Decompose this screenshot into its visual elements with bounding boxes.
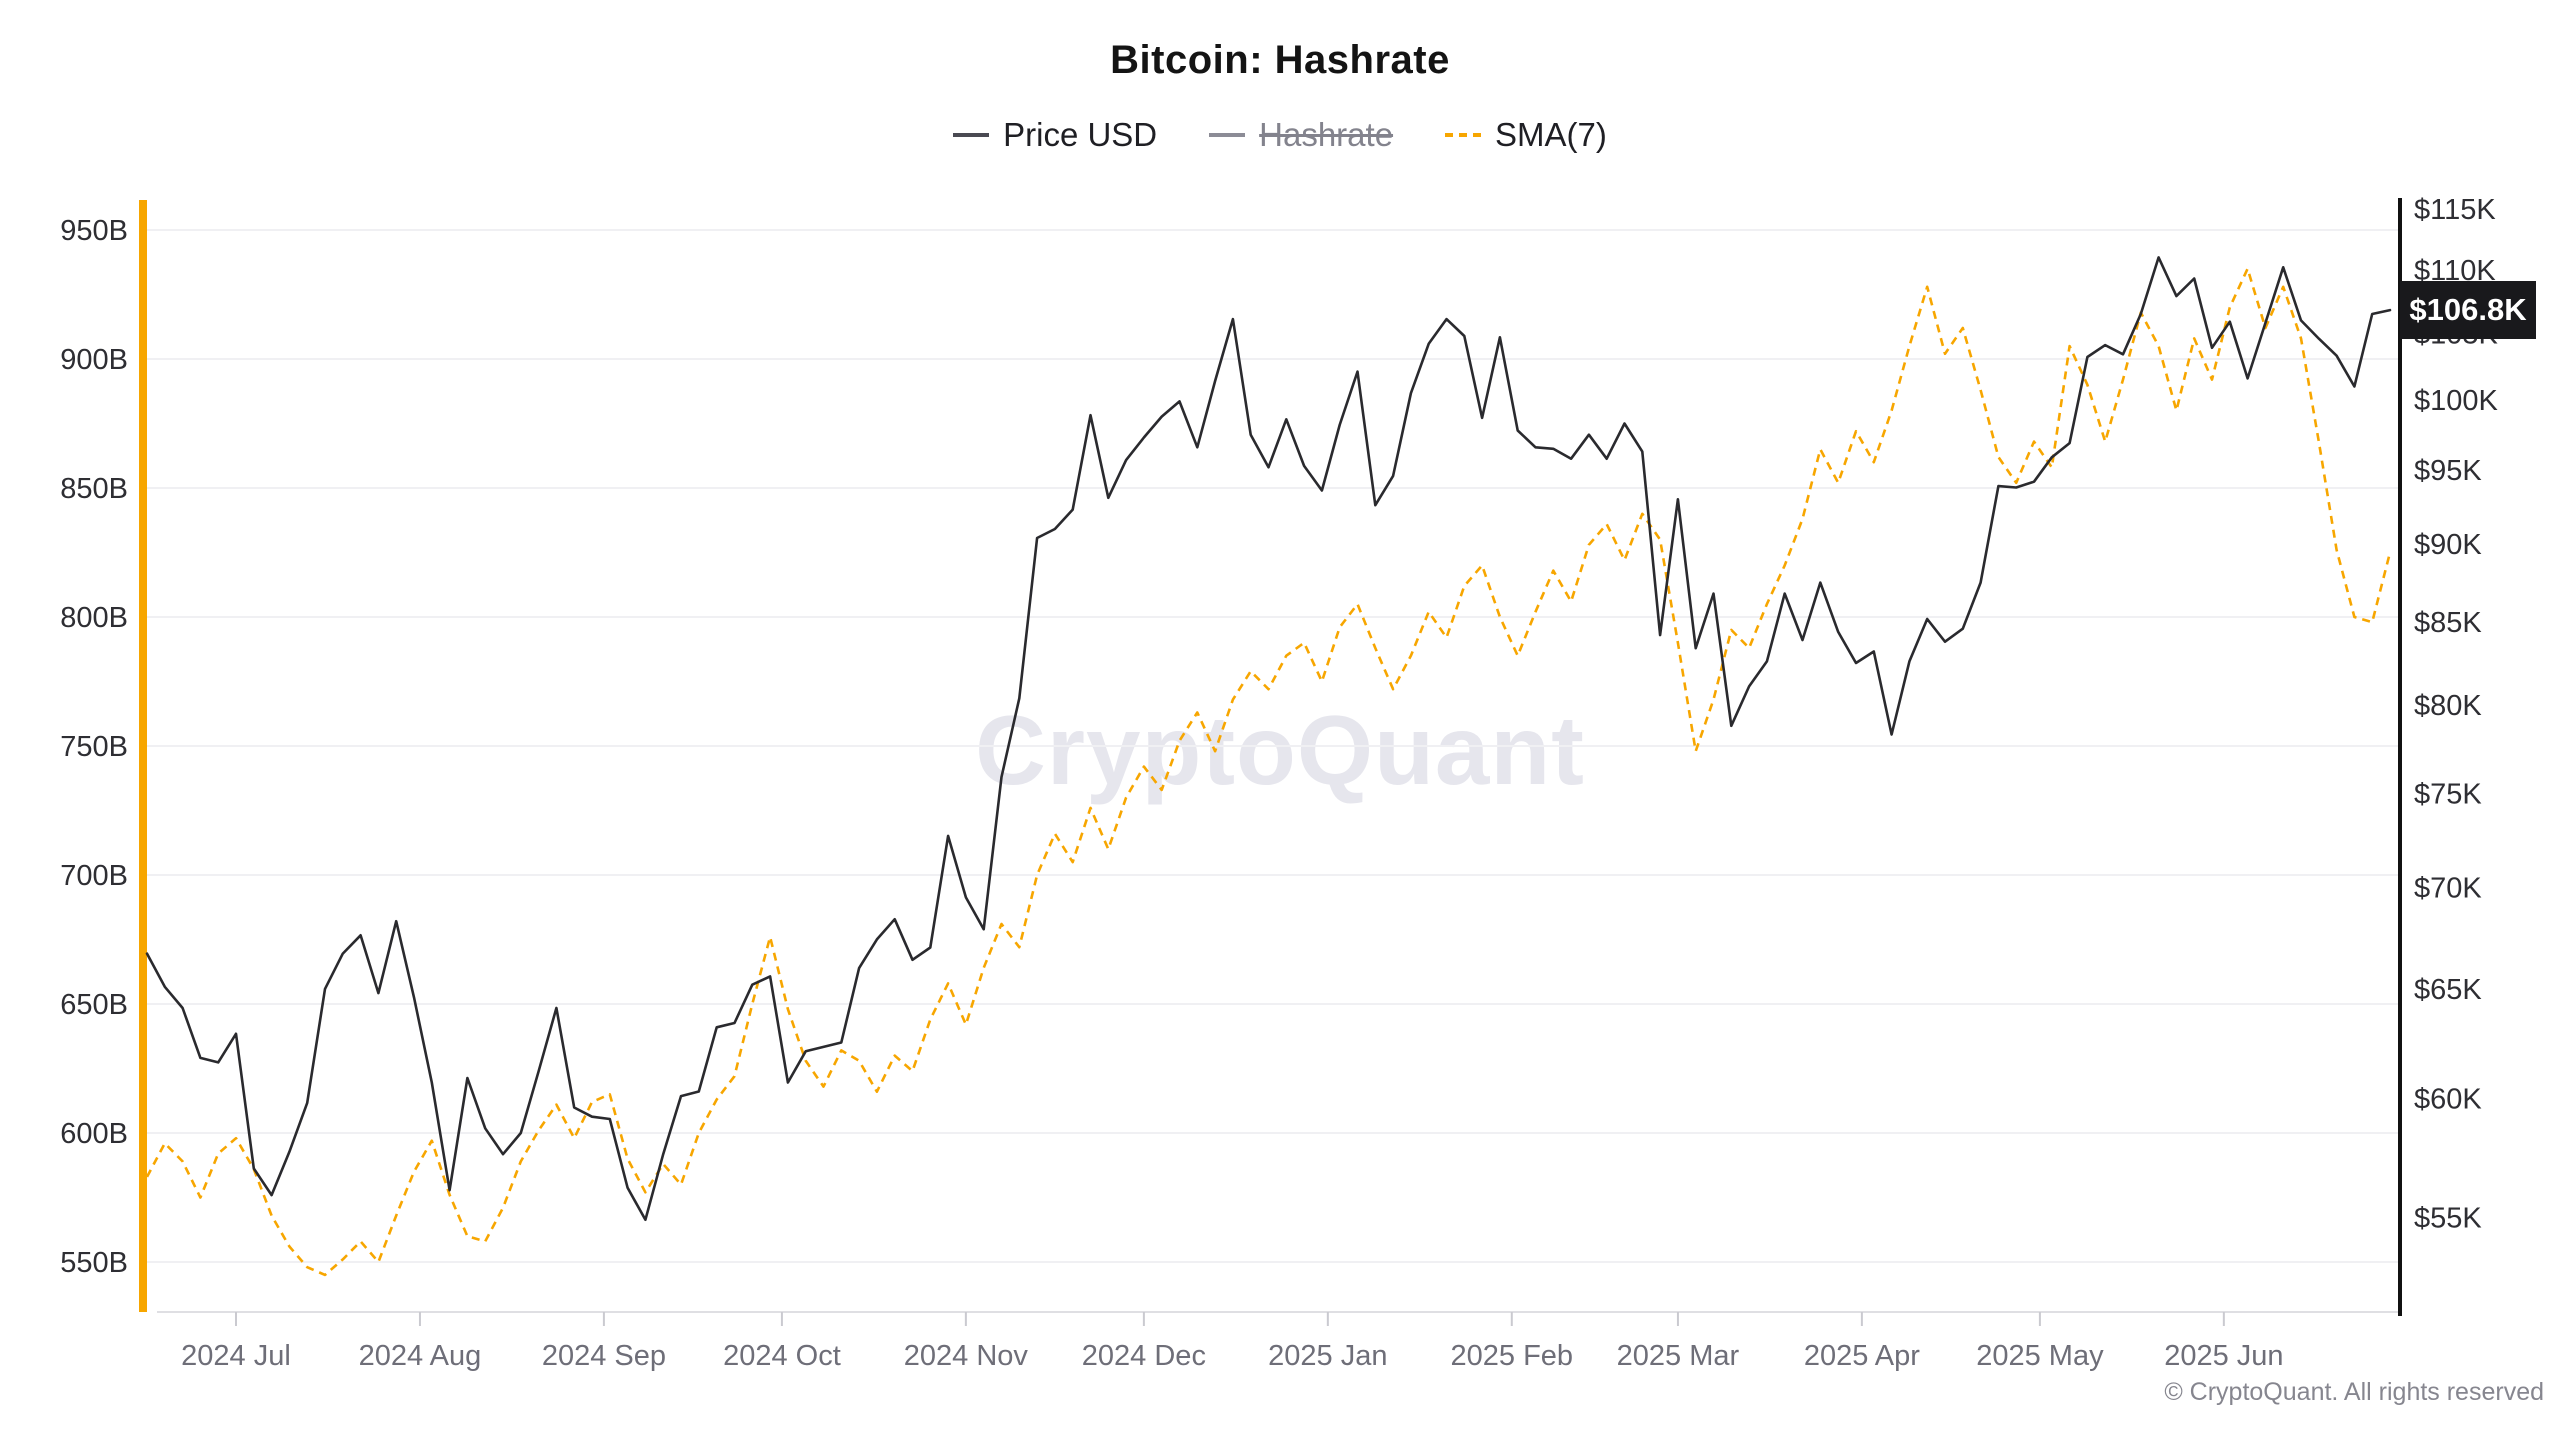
y-axis-right-tick-label: $85K <box>2414 607 2482 639</box>
page-title: Bitcoin: Hashrate <box>1110 38 1450 82</box>
y-axis-right-tick-label: $55K <box>2414 1202 2482 1234</box>
chart-legend: Price USD Hashrate SMA(7) <box>0 116 2560 154</box>
legend-item-price-usd[interactable]: Price USD <box>953 116 1157 154</box>
y-axis-left-tick-label: 850B <box>60 473 128 505</box>
legend-label-sma7: SMA(7) <box>1495 116 1607 153</box>
x-axis-tick-label: 2024 Oct <box>723 1340 841 1372</box>
x-axis-tick-label: 2024 Nov <box>904 1340 1029 1372</box>
y-axis-right-tick-label: $90K <box>2414 529 2482 561</box>
y-axis-left-tick-label: 950B <box>60 215 128 247</box>
left-axis-accent-bar <box>139 200 147 1312</box>
y-axis-left-tick-label: 600B <box>60 1118 128 1150</box>
y-axis-right-tick-label: $60K <box>2414 1083 2482 1115</box>
legend-item-sma7[interactable]: SMA(7) <box>1445 116 1607 154</box>
legend-label-hashrate: Hashrate <box>1259 116 1394 153</box>
plot-area[interactable] <box>147 200 2398 1312</box>
y-axis-left-tick-label: 700B <box>60 860 128 892</box>
last-price-badge: $106.8K <box>2400 281 2536 339</box>
price-line-swatch-icon <box>953 133 990 137</box>
sma7-line-series <box>145 267 2392 1277</box>
y-axis-right-tick-label: $95K <box>2414 455 2482 487</box>
legend-label-price-usd: Price USD <box>1003 116 1158 153</box>
y-axis-left-tick-label: 900B <box>60 344 128 376</box>
y-axis-left-tick-label: 800B <box>60 602 128 634</box>
sma-line-swatch-icon <box>1445 133 1482 137</box>
y-axis-right-tick-label: $115K <box>2414 194 2496 226</box>
hashrate-line-swatch-icon <box>1209 133 1246 137</box>
right-axis-line <box>2398 198 2402 1316</box>
price-usd-line-series <box>145 256 2392 1222</box>
y-axis-right-tick-label: $70K <box>2414 873 2482 905</box>
x-axis-tick-label: 2025 Jun <box>2164 1340 2283 1372</box>
x-axis-tick-label: 2025 Jan <box>1268 1340 1387 1372</box>
y-axis-left-tick-label: 550B <box>60 1247 128 1279</box>
y-axis-right-tick-label: $75K <box>2414 778 2482 810</box>
x-axis-tick-label: 2025 Mar <box>1617 1340 1740 1372</box>
legend-item-hashrate[interactable]: Hashrate <box>1209 116 1393 154</box>
y-axis-right-tick-label: $100K <box>2414 385 2499 417</box>
x-axis-tick-label: 2025 May <box>1976 1340 2104 1372</box>
y-axis-right-tick-label: $80K <box>2414 690 2482 722</box>
x-axis-tick-label: 2025 Apr <box>1804 1340 1920 1372</box>
x-axis-tick-label: 2024 Jul <box>181 1340 291 1372</box>
x-axis-tick-label: 2025 Feb <box>1451 1340 1574 1372</box>
x-axis-tick-label: 2024 Dec <box>1082 1340 1206 1372</box>
x-axis-tick-label: 2024 Sep <box>542 1340 666 1372</box>
y-axis-right-tick-label: $65K <box>2414 974 2482 1006</box>
y-axis-left-tick-label: 750B <box>60 731 128 763</box>
y-axis-left-tick-label: 650B <box>60 989 128 1021</box>
x-axis-tick-label: 2024 Aug <box>359 1340 482 1372</box>
copyright-notice: © CryptoQuant. All rights reserved <box>2164 1378 2544 1406</box>
